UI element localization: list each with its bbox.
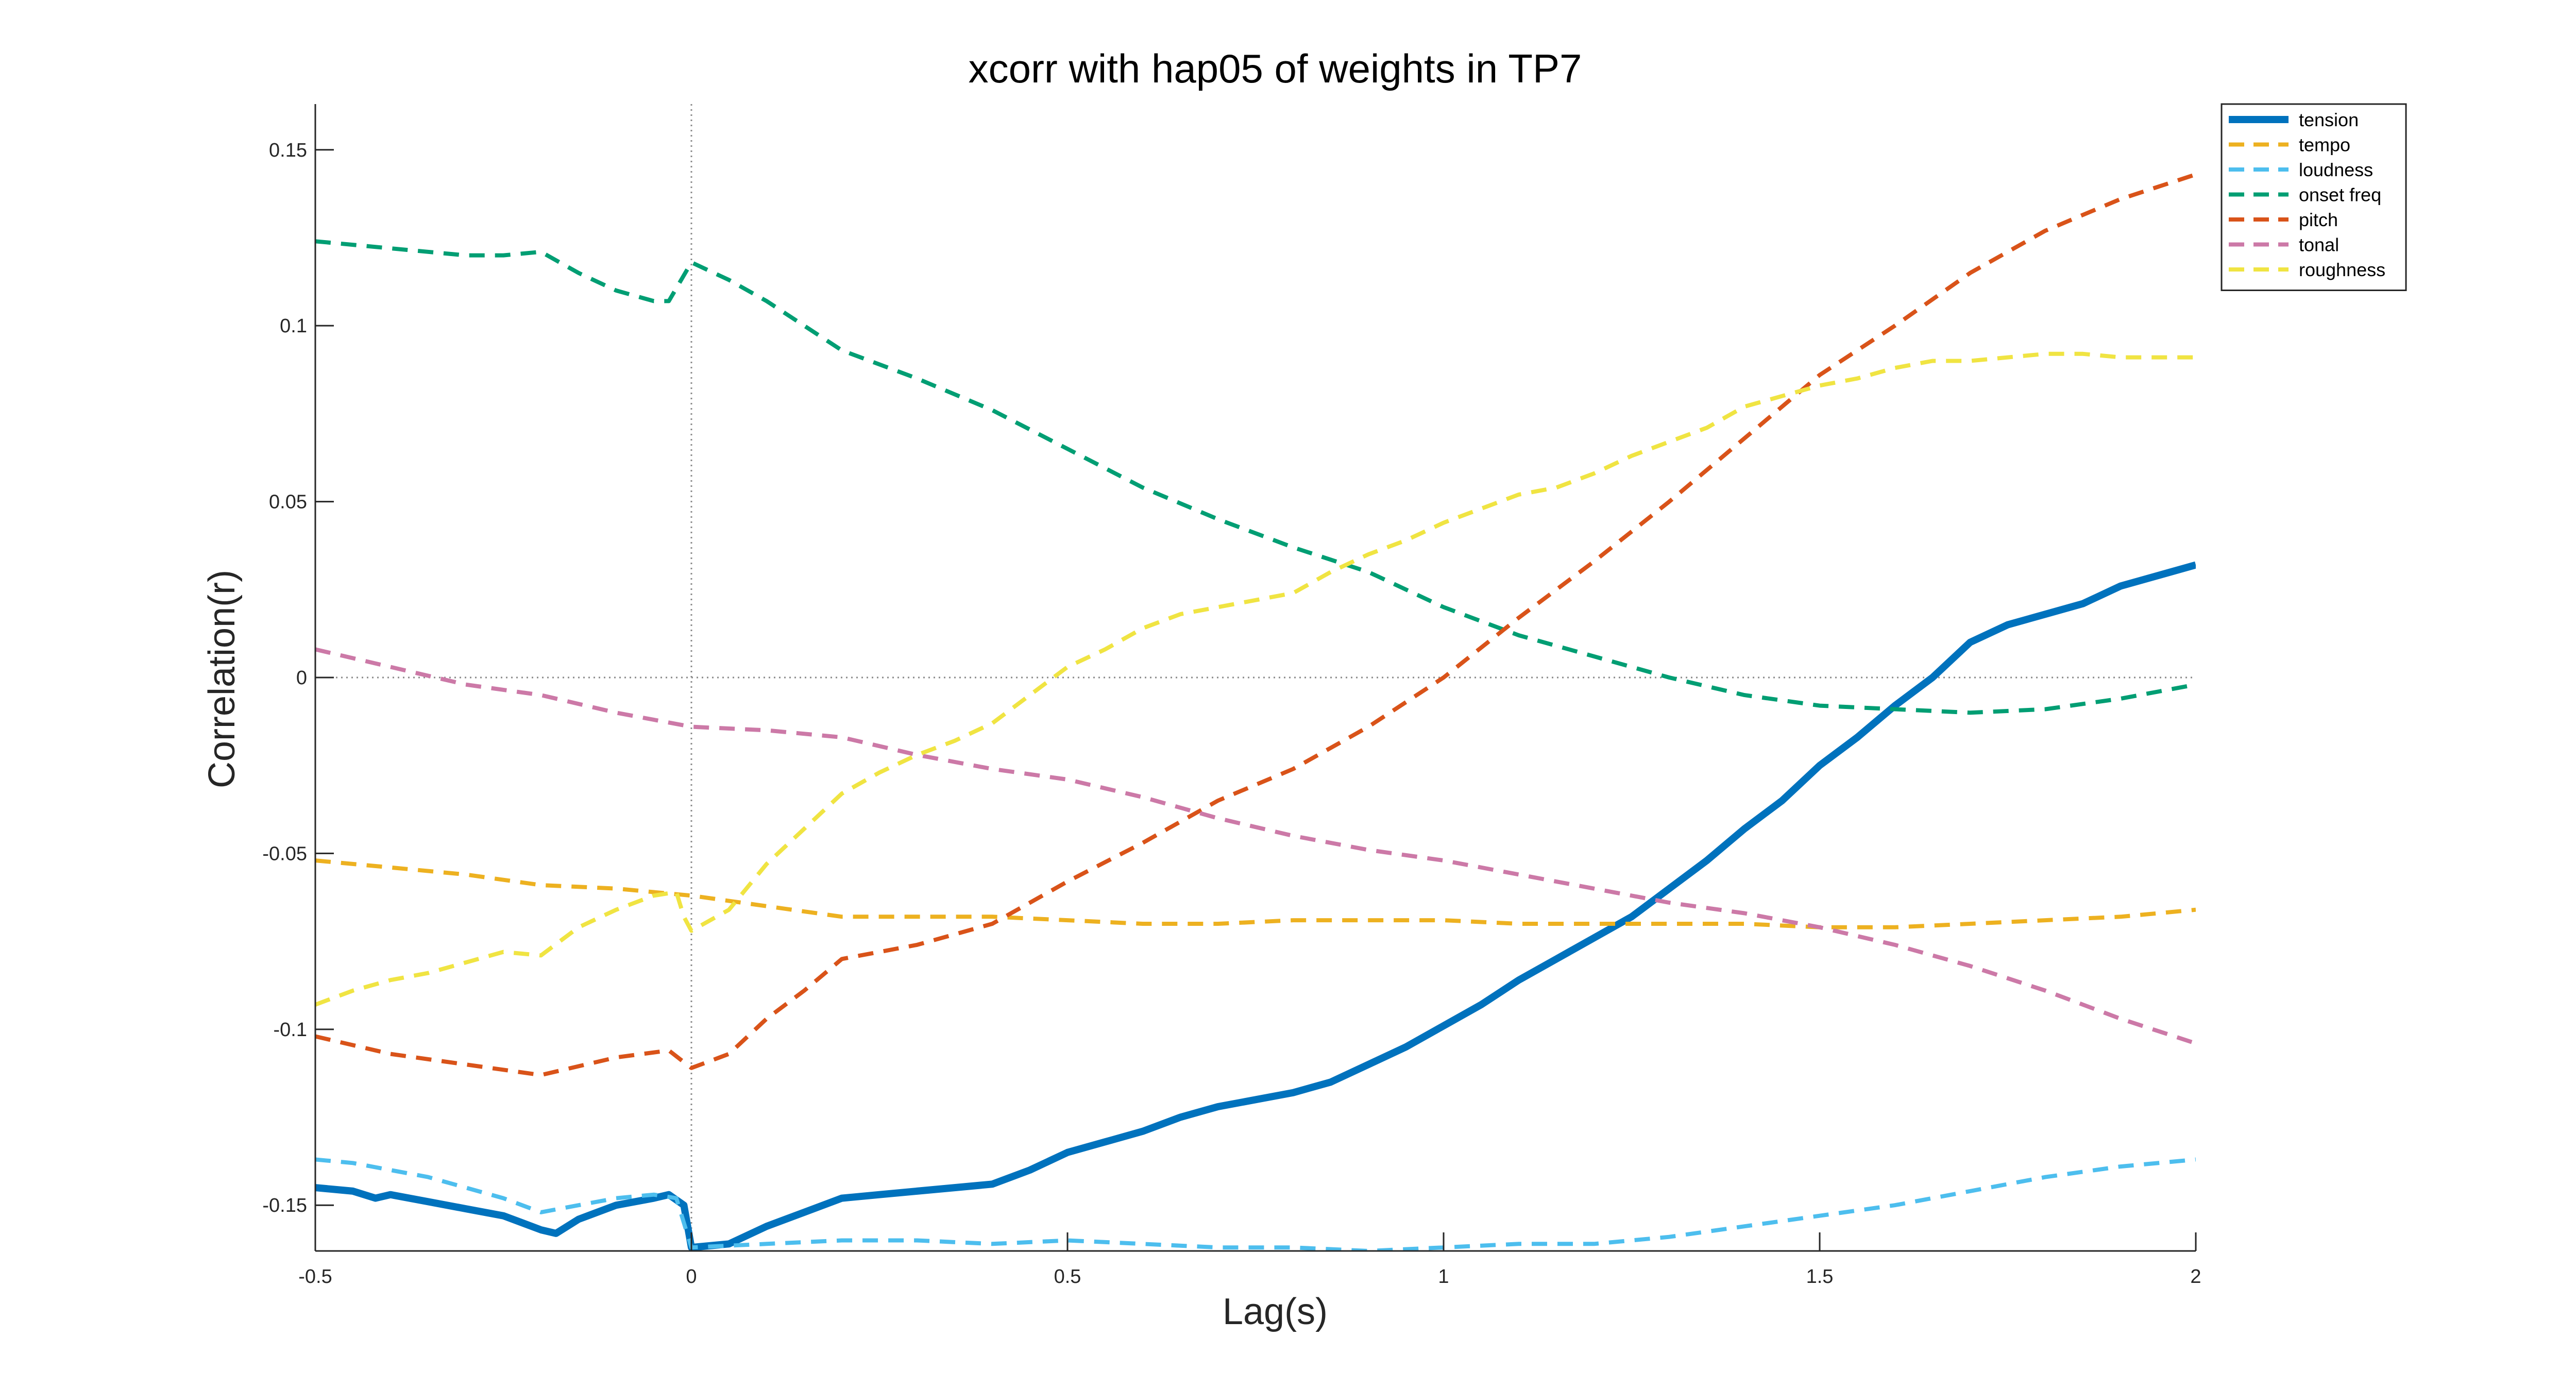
legend-label-pitch: pitch (2299, 209, 2338, 230)
series-line-tonal (315, 647, 2196, 1045)
chart-title: xcorr with hap05 of weights in TP7 (969, 46, 1582, 91)
series-line-loudness (315, 1157, 2196, 1251)
y-tick-label: -0.1 (274, 1019, 307, 1041)
x-tick-label: 2 (2190, 1266, 2201, 1288)
series-line-onset-freq (315, 239, 2196, 715)
series-line-tension (315, 561, 2196, 1251)
y-tick-label: 0.1 (280, 315, 307, 337)
legend-label-tension: tension (2299, 109, 2359, 130)
legend[interactable]: tension tempo loudness onset freq pitch tonal… (2221, 103, 2407, 291)
y-tick-label: 0 (296, 667, 307, 689)
plot-area: -0.5 0 0.5 1 1.5 2 -0.15 -0.1 -0.05 0 0.05 0.1 0.15 (262, 104, 2201, 1288)
legend-label-onset-freq: onset freq (2299, 184, 2381, 206)
y-tick-label: 0.15 (269, 140, 307, 161)
legend-box (2221, 103, 2407, 291)
series-line-tempo (315, 858, 2196, 929)
y-axis-title: Correlation(r) (201, 570, 243, 788)
x-axis-title: Lag(s) (1223, 1291, 1328, 1332)
x-tick-label: -0.5 (298, 1266, 332, 1288)
x-tick-label: 0.5 (1054, 1266, 1081, 1288)
legend-label-tonal: tonal (2299, 234, 2339, 256)
y-tick-label: -0.05 (262, 843, 307, 865)
y-tick-label: 0.05 (269, 492, 307, 513)
series-line-roughness (315, 351, 2196, 1007)
legend-label-loudness: loudness (2299, 159, 2373, 180)
legend-label-tempo: tempo (2299, 134, 2350, 156)
reference-lines (315, 104, 2196, 1251)
x-tick-label: 0 (686, 1266, 697, 1288)
x-tick-label: 1.5 (1806, 1266, 1834, 1288)
axes-layer: -0.5 0 0.5 1 1.5 2 -0.15 -0.1 -0.05 0 0.05 0.1 0.15 (262, 104, 2201, 1288)
series-line-pitch (315, 172, 2196, 1077)
y-tick-label: -0.15 (262, 1195, 307, 1216)
series-layer (315, 172, 2196, 1251)
x-tick-label: 1 (1438, 1266, 1449, 1288)
legend-label-roughness: roughness (2299, 259, 2385, 280)
